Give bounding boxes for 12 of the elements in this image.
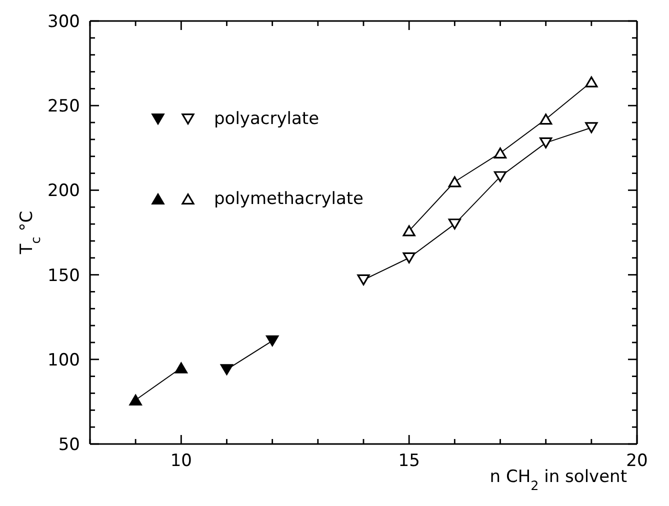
x-tick-label: 15 [398, 451, 420, 471]
y-tick-label: 300 [48, 12, 80, 32]
legend-label: polymethacrylate [214, 189, 364, 209]
y-tick-label: 250 [48, 96, 80, 117]
x-tick-label: 20 [626, 451, 648, 471]
y-tick-label: 100 [48, 350, 80, 370]
y-tick-label: 150 [48, 266, 80, 286]
y-tick-label: 50 [58, 435, 80, 455]
x-axis-title: n CH$_{2}$ in solvent [490, 467, 628, 494]
y-tick-label: 200 [48, 181, 80, 202]
legend-label: polyacrylate [214, 109, 320, 129]
x-tick-label: 10 [170, 451, 192, 471]
